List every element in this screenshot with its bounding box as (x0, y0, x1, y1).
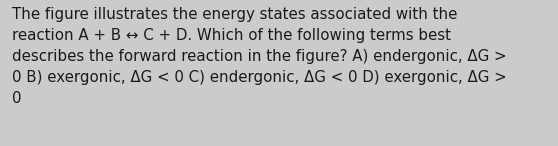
Text: The figure illustrates the energy states associated with the
reaction A + B ↔ C : The figure illustrates the energy states… (12, 7, 507, 106)
